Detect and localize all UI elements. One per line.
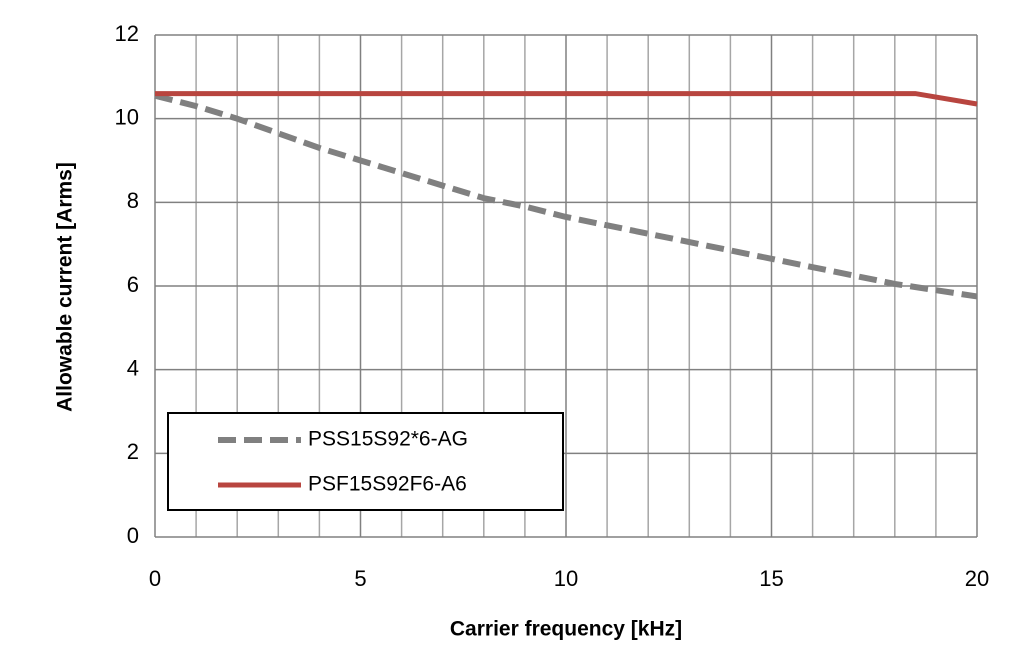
legend-box: [167, 412, 564, 511]
legend: PSS15S92*6-AG PSF15S92F6-A6: [167, 412, 564, 511]
grid: [154, 34, 978, 538]
series-line: [155, 91, 978, 107]
x-axis-title: Carrier frequency [kHz]: [450, 618, 682, 641]
y-tick-label: 10: [115, 104, 139, 129]
x-tick-label: 0: [149, 566, 161, 591]
y-tick-label: 2: [127, 439, 139, 464]
x-tick-label: 20: [965, 566, 989, 591]
y-tick-label: 0: [127, 523, 139, 548]
legend-label: PSS15S92*6-AG: [308, 428, 468, 451]
y-tick-label: 12: [115, 21, 139, 46]
y-axis-title: Allowable current [Arms]: [54, 162, 77, 412]
y-tick-label: 4: [127, 355, 139, 380]
legend-label: PSF15S92F6-A6: [308, 473, 467, 496]
x-tick-label: 5: [354, 566, 366, 591]
x-tick-label: 10: [554, 566, 578, 591]
x-tick-label: 15: [759, 566, 783, 591]
series-line: [154, 92, 978, 300]
y-tick-label: 8: [127, 188, 139, 213]
y-tick-label: 6: [127, 272, 139, 297]
